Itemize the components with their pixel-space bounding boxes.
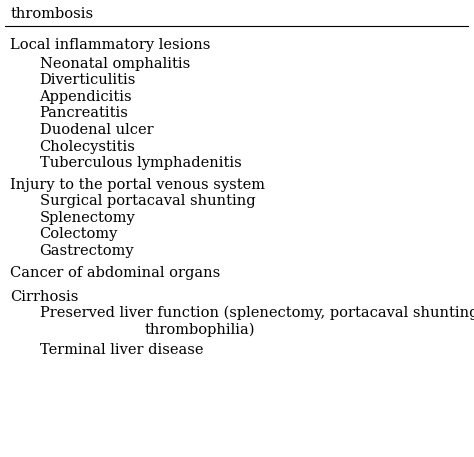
Text: Cholecystitis: Cholecystitis bbox=[39, 139, 136, 154]
Text: Local inflammatory lesions: Local inflammatory lesions bbox=[10, 38, 210, 52]
Text: Appendicitis: Appendicitis bbox=[39, 90, 132, 104]
Text: Surgical portacaval shunting: Surgical portacaval shunting bbox=[39, 194, 255, 208]
Text: Splenectomy: Splenectomy bbox=[39, 211, 136, 225]
Text: thrombophilia): thrombophilia) bbox=[144, 323, 255, 337]
Text: Neonatal omphalitis: Neonatal omphalitis bbox=[39, 57, 190, 71]
Text: Tuberculous lymphadenitis: Tuberculous lymphadenitis bbox=[39, 156, 241, 170]
Text: Gastrectomy: Gastrectomy bbox=[39, 244, 134, 258]
Text: Injury to the portal venous system: Injury to the portal venous system bbox=[10, 178, 265, 191]
Text: Cirrhosis: Cirrhosis bbox=[10, 290, 79, 303]
Text: Diverticulitis: Diverticulitis bbox=[39, 73, 136, 87]
Text: Cancer of abdominal organs: Cancer of abdominal organs bbox=[10, 266, 220, 280]
Text: Duodenal ulcer: Duodenal ulcer bbox=[39, 123, 153, 137]
Text: Terminal liver disease: Terminal liver disease bbox=[39, 343, 203, 357]
Text: thrombosis: thrombosis bbox=[10, 6, 93, 21]
Text: Preserved liver function (splenectomy, portacaval shunting,: Preserved liver function (splenectomy, p… bbox=[39, 306, 474, 320]
Text: Pancreatitis: Pancreatitis bbox=[39, 106, 128, 120]
Text: Colectomy: Colectomy bbox=[39, 227, 118, 241]
